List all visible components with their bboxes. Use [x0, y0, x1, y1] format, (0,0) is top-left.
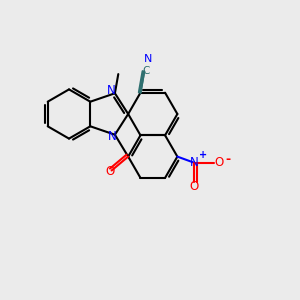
Text: +: + — [199, 150, 207, 160]
Text: O: O — [190, 180, 199, 193]
Text: N: N — [190, 156, 199, 169]
Text: N: N — [107, 130, 116, 143]
Text: N: N — [144, 54, 152, 64]
Text: N: N — [107, 84, 116, 97]
Text: O: O — [106, 165, 115, 178]
Text: C: C — [142, 65, 149, 76]
Text: O: O — [214, 156, 224, 169]
Text: -: - — [226, 153, 231, 166]
